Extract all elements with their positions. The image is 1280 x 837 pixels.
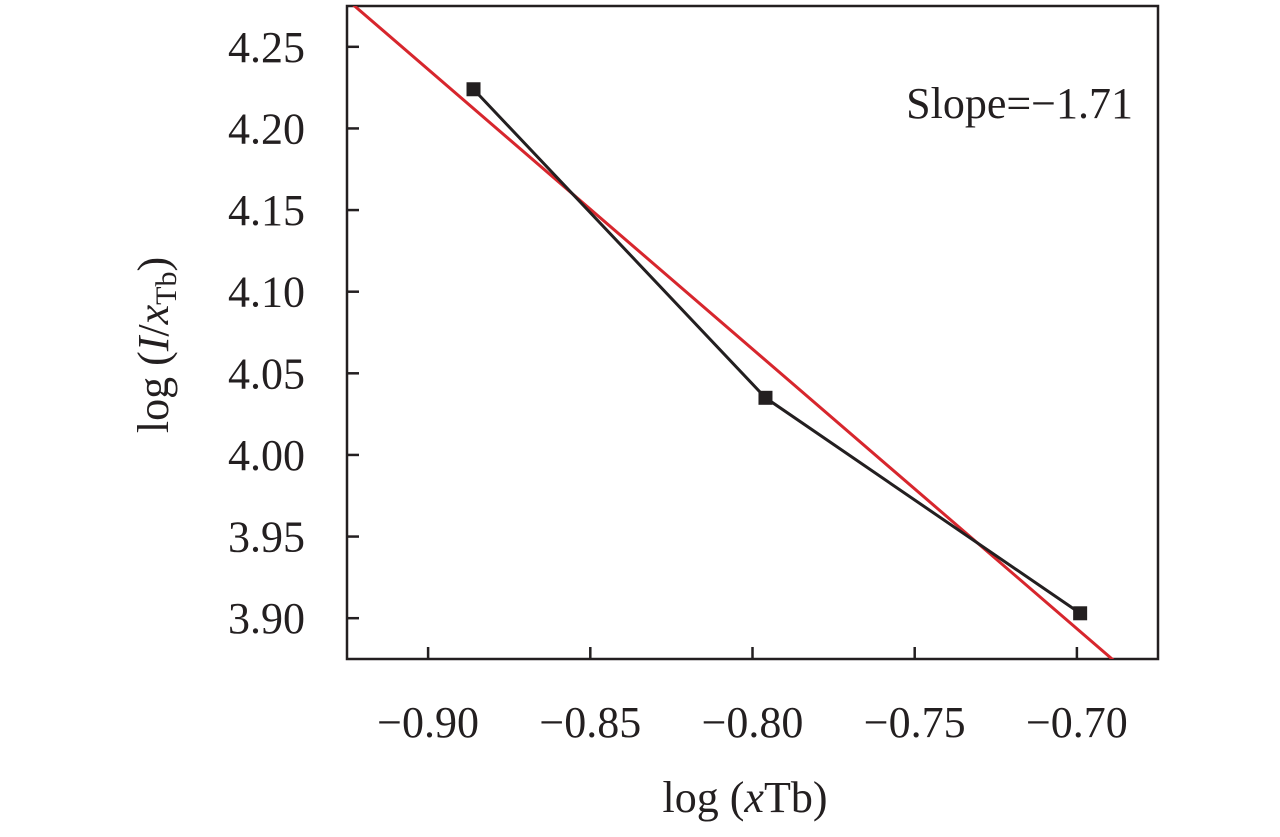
fit-line xyxy=(352,6,1115,659)
data-point xyxy=(1073,606,1088,621)
x-tick-label: −0.75 xyxy=(864,698,966,747)
y-axis-title: log (I/xTb) xyxy=(129,257,183,433)
x-axis-title-italic: x xyxy=(743,773,764,822)
x-axis-title-rest: Tb) xyxy=(764,773,828,822)
series-line xyxy=(472,88,1081,615)
y-axis-title-italic-i: I xyxy=(129,334,178,352)
x-tick-label: −0.90 xyxy=(377,698,479,747)
slope-annotation: Slope=−1.71 xyxy=(906,79,1133,128)
y-tick-label: 4.05 xyxy=(228,349,305,398)
data-point xyxy=(466,82,481,97)
x-tick-label: −0.80 xyxy=(702,698,804,747)
y-axis-title-subscript: Tb xyxy=(150,272,183,305)
y-tick-label: 4.00 xyxy=(228,431,305,480)
y-axis-title-suffix: ) xyxy=(129,257,178,272)
y-tick-label: 3.95 xyxy=(228,513,305,562)
y-tick-label: 4.20 xyxy=(228,104,305,153)
y-axis-ticks: 3.90 3.95 4.00 4.05 4.10 4.15 4.20 4.25 xyxy=(228,23,359,643)
y-axis-title-italic-x: x xyxy=(129,304,178,325)
y-tick-label: 4.10 xyxy=(228,268,305,317)
y-tick-label: 4.25 xyxy=(228,23,305,72)
x-axis-ticks: −0.90 −0.85 −0.80 −0.75 −0.70 xyxy=(377,647,1128,747)
x-axis-title: log (xTb) xyxy=(663,773,828,822)
y-tick-label: 4.15 xyxy=(228,186,305,235)
fit-layer xyxy=(352,6,1115,659)
x-tick-label: −0.85 xyxy=(539,698,641,747)
y-axis-title-prefix: log ( xyxy=(129,351,178,433)
data-point xyxy=(758,390,773,405)
y-axis-title-slash: / xyxy=(129,324,178,337)
series-layer xyxy=(466,82,1088,621)
x-axis-title-prefix: log ( xyxy=(663,773,745,822)
x-tick-label: −0.70 xyxy=(1026,698,1128,747)
y-tick-label: 3.90 xyxy=(228,594,305,643)
